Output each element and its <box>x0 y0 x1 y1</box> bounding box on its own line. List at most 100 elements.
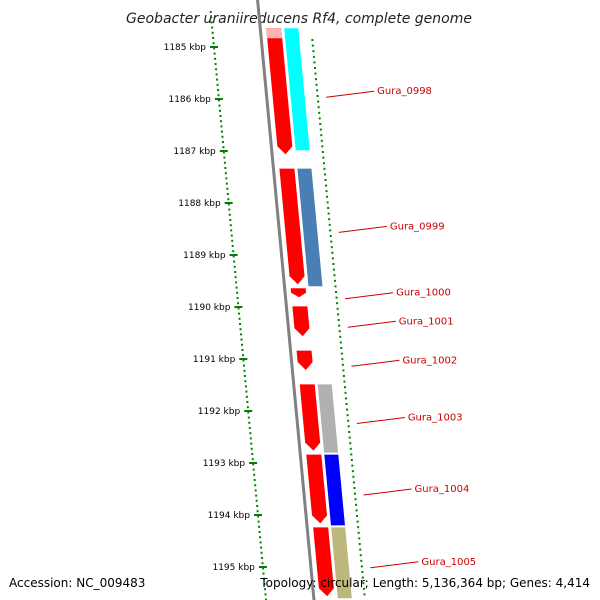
tick-label: 1185 kbp <box>164 43 207 53</box>
tick-dot <box>219 120 222 123</box>
outer-ring-dot <box>332 263 335 265</box>
gene-label[interactable]: Gura_1002 <box>402 355 457 366</box>
tick-dot <box>263 588 266 591</box>
accession-text: Accession: NC_009483 <box>9 576 146 590</box>
outer-ring-dot <box>356 515 359 517</box>
outer-ring-dot <box>318 111 321 114</box>
gene-label[interactable]: Gura_0998 <box>377 86 432 97</box>
tick-dot <box>234 276 237 279</box>
tick-dot <box>248 421 251 424</box>
tick-dot <box>260 546 263 549</box>
gene-label[interactable]: Gura_1001 <box>399 316 454 327</box>
outer-ring-dot <box>343 386 346 389</box>
tick-dot <box>232 255 235 258</box>
tick-dot <box>263 583 266 585</box>
cog-band <box>297 168 323 287</box>
outer-ring-dot <box>347 419 350 422</box>
tick-dot <box>243 375 246 377</box>
outer-ring-dot <box>359 554 362 557</box>
tick-dot <box>238 317 241 320</box>
tick-dot <box>222 151 225 154</box>
tick-dot <box>223 156 226 159</box>
cds-fade <box>266 28 283 39</box>
tick-dot <box>249 432 252 435</box>
outer-ring-dot <box>328 223 331 226</box>
tick-dot <box>210 21 213 24</box>
outer-ring-dot <box>341 363 344 366</box>
outer-ring-dot <box>344 391 347 394</box>
label-leader <box>356 417 405 424</box>
tick-dot <box>264 593 267 596</box>
tick-dot <box>262 577 265 580</box>
tick-dot <box>217 89 220 91</box>
outer-ring-dot <box>353 487 356 489</box>
outer-ring-dot <box>320 134 323 137</box>
cog-band <box>317 384 339 453</box>
tick-dot <box>235 281 238 284</box>
tick-dot <box>230 229 233 232</box>
tick-dot <box>240 333 243 336</box>
topology-text: Topology: circular; Length: 5,136,364 bp… <box>260 576 590 590</box>
tick-dot <box>246 406 249 409</box>
tick-dot <box>228 208 231 211</box>
tick-dot <box>216 78 219 81</box>
gene-label[interactable]: Gura_1005 <box>421 557 476 568</box>
outer-ring-dot <box>319 128 322 131</box>
gene-label[interactable]: Gura_1000 <box>396 288 451 299</box>
tick-dot <box>218 109 221 112</box>
tick-dot <box>214 63 217 65</box>
outer-ring-dot <box>318 117 321 120</box>
outer-ring-dot <box>333 279 336 282</box>
outer-ring-dot <box>327 207 330 209</box>
outer-ring-dot <box>352 481 355 484</box>
gene-label[interactable]: Gura_0999 <box>390 221 445 232</box>
tick-dot <box>261 557 264 559</box>
outer-ring-dot <box>357 526 360 529</box>
gene-label[interactable]: Gura_1004 <box>415 484 470 495</box>
outer-ring-dot <box>342 369 345 372</box>
outer-ring-dot <box>320 139 323 142</box>
tick-dot <box>233 260 236 263</box>
outer-ring-dot <box>336 302 339 305</box>
cog-band <box>284 28 310 151</box>
tick-dot <box>229 224 232 227</box>
tick-dot <box>224 172 227 175</box>
outer-ring-dot <box>349 447 352 450</box>
cds-arrow <box>299 384 321 451</box>
tick-dot <box>259 536 262 539</box>
outer-ring-dot <box>333 274 336 277</box>
tick-dot <box>217 94 220 97</box>
tick-dot <box>222 146 225 149</box>
tick-label: 1194 kbp <box>208 511 251 521</box>
outer-ring-dot <box>322 156 325 159</box>
tick-dot <box>262 567 265 570</box>
tick-dot <box>229 219 232 221</box>
tick-dot <box>234 271 237 273</box>
tick-dot <box>239 328 242 331</box>
tick-dot <box>231 239 234 242</box>
tick-dot <box>213 47 216 50</box>
outer-ring-dot <box>331 257 334 260</box>
outer-ring-dot <box>342 375 345 377</box>
cds-arrow <box>313 527 334 597</box>
outer-ring-dot <box>361 571 364 573</box>
tick-dot <box>259 541 262 544</box>
tick-dot <box>227 198 230 201</box>
tick-dot <box>218 99 221 102</box>
cog-band <box>324 454 345 526</box>
gene-label[interactable]: Gura_1003 <box>408 413 463 424</box>
tick-dot <box>221 135 224 138</box>
tick-dot <box>264 598 267 600</box>
outer-ring-dot <box>315 78 318 81</box>
tick-dot <box>236 297 239 299</box>
tick-dot <box>215 73 218 76</box>
outer-ring-dot <box>346 414 349 417</box>
tick-dot <box>251 458 254 461</box>
cds-arrow <box>292 306 310 337</box>
cds-arrow <box>296 350 313 370</box>
outer-ring-dot <box>315 83 318 86</box>
outer-ring-dot <box>323 167 326 170</box>
outer-ring-dot <box>359 548 362 551</box>
tick-dot <box>244 385 247 388</box>
